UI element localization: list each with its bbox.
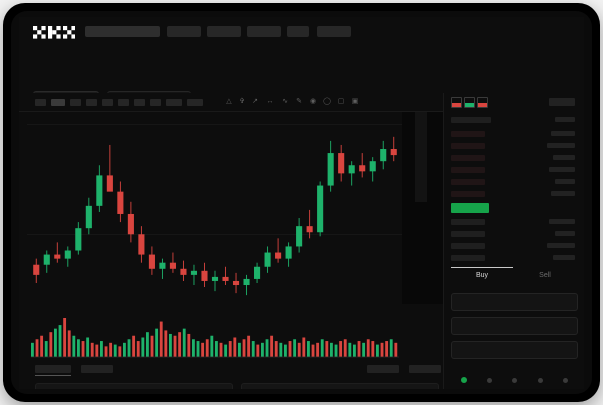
amount-slider[interactable] [451,377,576,385]
orderbook-grouping-select[interactable] [549,98,575,106]
lock-icon[interactable]: ◯ [323,98,331,105]
app-screen: Spot Trading ▼ ▼ [19,17,584,389]
slider-dot-2[interactable] [512,378,517,383]
candlestick-series [33,136,397,296]
orderbook-ask-row[interactable] [451,179,485,185]
toolbar-timeframe-5[interactable] [118,99,129,106]
volume-series [31,318,399,358]
nav-item-4[interactable] [317,26,351,37]
orderbook-ask-amount [549,167,575,172]
price-input[interactable] [451,317,578,335]
orderbook-header-row [451,117,491,123]
orderbook-bid-amount [549,219,575,224]
nav-item-3[interactable] [287,26,309,37]
toolbar-timeframe-1[interactable] [51,99,65,106]
orderbook-ask-amount [553,155,575,160]
footer-tab-right-0[interactable] [367,365,399,373]
eye-icon[interactable]: ◉ [309,98,317,105]
orderbook-bid-amount [553,255,575,260]
orderbook-ask-amount [551,191,575,196]
orderbook-ask-row[interactable] [451,167,485,173]
market-sub-bar: Spot Trading ▼ ▼ [19,47,584,110]
amount-input[interactable] [451,341,578,359]
tab-sell[interactable]: Sell [539,272,551,279]
orderbook-asks-icon[interactable] [464,97,475,108]
slider-dot-0[interactable] [461,377,467,383]
orderbook-bid-amount [555,231,575,236]
toolbar-timeframe-2[interactable] [70,99,81,106]
orderbook-mid-price [451,203,489,213]
nav-item-0[interactable] [167,26,201,37]
orderbook-bids-icon[interactable] [477,97,488,108]
gridline [27,234,431,235]
footer-panel-left[interactable] [35,383,233,389]
orderbook-bid-row[interactable] [451,243,485,249]
price-chart[interactable] [19,112,443,362]
trade-tab-active-underline [451,267,513,268]
order-type-select[interactable] [451,293,578,311]
orderbook-ask-amount [547,143,575,148]
top-navigation-bar [19,17,584,47]
orderbook-ask-amount [555,179,575,184]
footer-tab-1[interactable] [81,365,113,373]
magnet-icon[interactable]: ✎ [296,98,302,105]
slider-dot-3[interactable] [538,378,543,383]
footer-tab-0[interactable] [35,365,71,373]
toolbar-timeframe-9[interactable] [187,99,203,106]
orderbook-ask-amount [551,131,575,136]
orderbook-bid-amount [547,243,575,248]
global-search-input[interactable] [85,26,160,37]
toolbar-timeframe-4[interactable] [102,99,113,106]
tab-buy[interactable]: Buy [475,272,489,279]
trash-icon[interactable]: ▢ [337,98,345,105]
cursor-icon[interactable]: △ [226,98,232,105]
ray-icon[interactable]: ↔ [266,98,274,105]
tablet-device-frame: Spot Trading ▼ ▼ [3,3,600,402]
orderbook-both-icon[interactable] [451,97,462,108]
gridline [27,124,431,125]
orderbook-ask-row[interactable] [451,131,485,137]
orderbook-bid-row[interactable] [451,255,485,261]
crosshair-icon[interactable]: ✞ [239,98,245,105]
orderbook-ask-row[interactable] [451,143,485,149]
slider-dot-4[interactable] [563,378,568,383]
footer-tab-active-underline [35,375,71,376]
orderbook-ask-row[interactable] [451,191,485,197]
trade-tabs: Buy Sell [451,269,576,285]
toolbar-timeframe-6[interactable] [134,99,145,106]
footer-panel-right[interactable] [241,383,439,389]
trendline-icon[interactable]: ↗ [252,98,258,105]
brush-icon[interactable]: ∿ [282,98,288,105]
toolbar-timeframe-8[interactable] [166,99,182,106]
orderbook-ask-row[interactable] [451,155,485,161]
orderbook-bid-row[interactable] [451,219,485,225]
nav-item-2[interactable] [247,26,281,37]
orderbook-header-amount [555,117,575,122]
footer-tab-right-1[interactable] [409,365,441,373]
orderbook-bid-row[interactable] [451,231,485,237]
toolbar-timeframe-0[interactable] [35,99,46,106]
chart-toolbar [19,93,584,112]
order-book-panel [443,93,584,389]
toolbar-timeframe-3[interactable] [86,99,97,106]
slider-dot-1[interactable] [487,378,492,383]
screen-bezel: Spot Trading ▼ ▼ [11,11,592,394]
nav-item-1[interactable] [207,26,241,37]
okx-logo[interactable] [33,26,75,39]
panel-shadow-overlay-2 [415,112,427,202]
camera-icon[interactable]: ▣ [351,98,359,105]
toolbar-timeframe-7[interactable] [150,99,161,106]
